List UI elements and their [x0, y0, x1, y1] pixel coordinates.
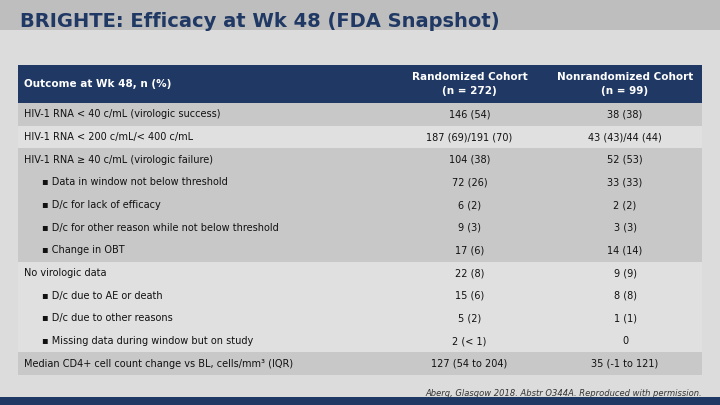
Text: 52 (53): 52 (53) [607, 155, 643, 165]
Text: 104 (38): 104 (38) [449, 155, 490, 165]
Text: 127 (54 to 204): 127 (54 to 204) [431, 359, 508, 369]
FancyBboxPatch shape [18, 103, 702, 126]
FancyBboxPatch shape [18, 194, 702, 216]
Text: 38 (38): 38 (38) [608, 109, 643, 119]
FancyBboxPatch shape [18, 262, 702, 284]
FancyBboxPatch shape [18, 284, 702, 307]
Text: 8 (8): 8 (8) [613, 291, 636, 301]
Text: ▪ Change in OBT: ▪ Change in OBT [42, 245, 125, 255]
FancyBboxPatch shape [0, 0, 720, 30]
Text: Nonrandomized Cohort
(n = 99): Nonrandomized Cohort (n = 99) [557, 72, 693, 96]
FancyBboxPatch shape [18, 352, 702, 375]
Text: 72 (26): 72 (26) [451, 177, 487, 188]
Text: ▪ Missing data during window but on study: ▪ Missing data during window but on stud… [42, 336, 253, 346]
FancyBboxPatch shape [18, 126, 702, 148]
Text: 9 (3): 9 (3) [458, 223, 481, 232]
FancyBboxPatch shape [18, 148, 702, 171]
Text: 43 (43)/44 (44): 43 (43)/44 (44) [588, 132, 662, 142]
Text: Randomized Cohort
(n = 272): Randomized Cohort (n = 272) [412, 72, 527, 96]
Text: HIV-1 RNA ≥ 40 c/mL (virologic failure): HIV-1 RNA ≥ 40 c/mL (virologic failure) [24, 155, 213, 165]
Text: 9 (9): 9 (9) [613, 268, 636, 278]
Text: 6 (2): 6 (2) [458, 200, 481, 210]
Text: ▪ D/c for other reason while not below threshold: ▪ D/c for other reason while not below t… [42, 223, 279, 232]
Text: 14 (14): 14 (14) [608, 245, 643, 255]
Text: 5 (2): 5 (2) [458, 313, 481, 323]
Text: 35 (-1 to 121): 35 (-1 to 121) [591, 359, 659, 369]
Text: ▪ D/c for lack of efficacy: ▪ D/c for lack of efficacy [42, 200, 161, 210]
Text: Outcome at Wk 48, n (%): Outcome at Wk 48, n (%) [24, 79, 171, 89]
Text: 1 (1): 1 (1) [613, 313, 636, 323]
Text: ▪ D/c due to other reasons: ▪ D/c due to other reasons [42, 313, 173, 323]
Text: 146 (54): 146 (54) [449, 109, 490, 119]
Text: HIV-1 RNA < 200 c/mL/< 400 c/mL: HIV-1 RNA < 200 c/mL/< 400 c/mL [24, 132, 193, 142]
Text: 15 (6): 15 (6) [455, 291, 484, 301]
Text: HIV-1 RNA < 40 c/mL (virologic success): HIV-1 RNA < 40 c/mL (virologic success) [24, 109, 220, 119]
Text: ▪ D/c due to AE or death: ▪ D/c due to AE or death [42, 291, 163, 301]
FancyBboxPatch shape [18, 216, 702, 239]
Text: Aberg, Glasgow 2018. Abstr O344A. Reproduced with permission.: Aberg, Glasgow 2018. Abstr O344A. Reprod… [426, 390, 702, 399]
Text: 33 (33): 33 (33) [608, 177, 643, 188]
Text: 187 (69)/191 (70): 187 (69)/191 (70) [426, 132, 513, 142]
FancyBboxPatch shape [18, 239, 702, 262]
Text: 3 (3): 3 (3) [613, 223, 636, 232]
Text: 2 (< 1): 2 (< 1) [452, 336, 487, 346]
FancyBboxPatch shape [18, 307, 702, 330]
Text: BRIGHTE: Efficacy at Wk 48 (FDA Snapshot): BRIGHTE: Efficacy at Wk 48 (FDA Snapshot… [20, 12, 500, 31]
FancyBboxPatch shape [0, 397, 720, 405]
Text: ▪ Data in window not below threshold: ▪ Data in window not below threshold [42, 177, 228, 188]
Text: Median CD4+ cell count change vs BL, cells/mm³ (IQR): Median CD4+ cell count change vs BL, cel… [24, 359, 293, 369]
FancyBboxPatch shape [18, 330, 702, 352]
Text: 2 (2): 2 (2) [613, 200, 636, 210]
Text: 17 (6): 17 (6) [455, 245, 484, 255]
Text: 0: 0 [622, 336, 628, 346]
Text: No virologic data: No virologic data [24, 268, 107, 278]
Text: 22 (8): 22 (8) [455, 268, 484, 278]
FancyBboxPatch shape [18, 171, 702, 194]
FancyBboxPatch shape [18, 65, 702, 103]
